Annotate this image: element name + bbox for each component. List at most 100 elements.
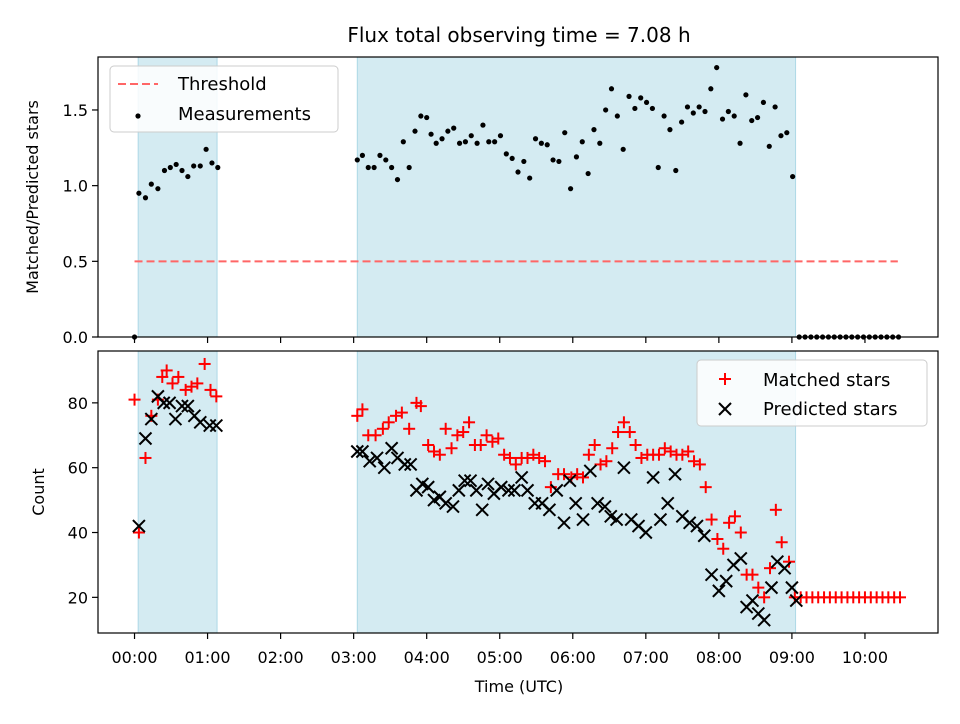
predicted-star-point — [734, 551, 748, 566]
predicted-legend-label: Predicted stars — [763, 399, 897, 420]
matched-star-point — [433, 448, 446, 461]
x-tick-label: 04:00 — [404, 648, 450, 667]
predicted-star-point — [704, 567, 719, 582]
predicted-star-point — [501, 483, 516, 498]
measurement-point — [456, 140, 463, 146]
measurement-point — [480, 122, 486, 128]
measurement-point — [667, 127, 673, 133]
measurement-point — [696, 104, 702, 110]
matched-star-point — [558, 468, 571, 481]
bottom-legend: Matched stars Predicted stars — [696, 359, 928, 427]
matched-star-point — [503, 451, 516, 464]
predicted-star-point — [557, 516, 571, 530]
predicted-star-point — [193, 415, 207, 430]
measurement-point — [573, 154, 580, 160]
x-tick-label: 08:00 — [696, 648, 742, 667]
measurement-point — [439, 136, 445, 142]
predicted-star-point — [682, 516, 697, 530]
top-x-ticks — [133, 337, 866, 343]
matched-star-point — [539, 455, 552, 468]
measurement-point — [433, 140, 439, 146]
measurement-point — [661, 113, 667, 119]
predicted-star-point — [384, 441, 399, 455]
matched-star-point — [699, 481, 712, 494]
predicted-star-point — [542, 503, 557, 517]
measurement-point — [550, 157, 556, 163]
measurement-point — [468, 133, 474, 139]
measurement-point — [538, 140, 544, 146]
measurement-point — [766, 143, 772, 149]
measurement-point — [544, 142, 550, 148]
predicted-star-point — [668, 467, 682, 481]
measurement-point — [155, 186, 161, 192]
matched-star-point — [376, 422, 389, 435]
measurement-point — [161, 167, 168, 174]
measurement-point — [532, 136, 539, 142]
measurement-point — [136, 190, 142, 196]
matched-star-point — [705, 513, 718, 526]
matched-star-point — [382, 416, 395, 429]
measurement-point — [649, 105, 656, 112]
predicted-star-point — [598, 499, 612, 514]
measurement-point — [638, 95, 644, 101]
matched-star-point — [156, 370, 169, 383]
x-tick-label: 10:00 — [842, 648, 888, 667]
x-tick-label: 01:00 — [185, 648, 231, 667]
measurement-point — [486, 139, 492, 145]
matched-legend-marker — [719, 373, 731, 385]
measurement-point — [632, 105, 638, 112]
measurement-points — [131, 64, 902, 340]
measurement-point — [684, 104, 691, 110]
top-y-ticks: 0.0 0.5 1.0 1.5 — [63, 101, 98, 347]
top-axes-frame — [97, 56, 939, 338]
measurement-point — [708, 86, 714, 92]
predicted-star-point — [438, 496, 453, 511]
measurement-point — [400, 139, 406, 145]
matched-star-point — [782, 555, 795, 568]
matched-star-point — [422, 439, 435, 451]
measurement-point — [760, 99, 767, 106]
matched-star-point — [758, 591, 771, 604]
matched-star-point — [600, 455, 613, 468]
predicted-star-point — [563, 473, 577, 488]
matched-star-point — [198, 357, 211, 370]
predicted-star-point — [712, 584, 726, 598]
measurement-point — [365, 164, 371, 171]
predicted-star-point — [457, 473, 472, 488]
measurement-point — [173, 161, 179, 168]
measurement-point — [749, 117, 755, 124]
measurement-point — [406, 164, 412, 171]
predicted-star-point — [646, 470, 660, 485]
matched-star-point — [474, 439, 487, 451]
measurement-point — [743, 92, 749, 98]
predicted-star-point — [550, 483, 564, 498]
matched-star-point — [369, 429, 382, 442]
measurement-point — [556, 158, 562, 165]
predicted-star-point — [157, 396, 171, 410]
matched-star-point — [746, 568, 759, 581]
measurement-point — [354, 157, 360, 163]
measurement-point — [197, 163, 203, 169]
measurement-point — [714, 64, 720, 71]
measurement-point — [527, 175, 533, 181]
measurement-point — [412, 128, 418, 134]
predicted-star-point — [653, 512, 668, 527]
measurement-point — [626, 93, 632, 99]
predicted-stars-points — [132, 389, 804, 627]
shaded-interval — [138, 351, 218, 633]
predicted-star-point — [785, 580, 799, 595]
bottom-legend-box — [696, 359, 928, 427]
matched-star-point — [403, 422, 416, 435]
matched-star-point — [356, 403, 369, 416]
matched-stars-points — [128, 357, 907, 604]
matched-star-point — [728, 510, 741, 523]
bottom-axes-frame — [97, 350, 939, 634]
x-tick-label: 06:00 — [550, 648, 596, 667]
matched-star-point — [682, 445, 695, 458]
measurement-point — [185, 173, 191, 180]
predicted-star-point — [481, 477, 495, 491]
measurement-point — [503, 151, 509, 157]
matched-star-point — [172, 370, 185, 383]
predicted-star-point — [764, 580, 779, 595]
